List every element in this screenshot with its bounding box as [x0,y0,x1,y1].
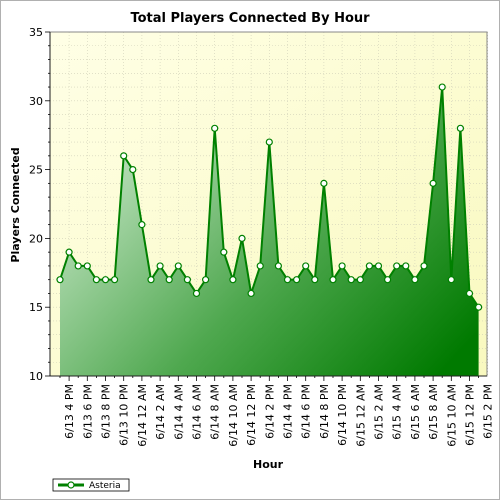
data-point [147,276,155,284]
data-point [192,289,201,298]
data-point [129,166,137,174]
legend-marker [67,481,75,489]
data-point [402,262,410,270]
data-point [247,289,255,298]
data-point [101,276,110,284]
x-tick-label: 6/15 12 AM [354,384,367,447]
data-point [465,289,474,298]
data-point [347,276,355,284]
x-tick-label: 6/14 10 AM [227,384,240,447]
data-point [65,248,73,256]
data-point [56,276,64,284]
data-point [393,262,401,270]
data-point [238,234,246,242]
x-tick-label: 6/13 10 PM [118,384,131,446]
x-axis-label: Hour [253,458,284,471]
data-point [265,138,273,146]
data-point [174,262,182,270]
data-point [165,276,173,284]
x-tick-label: 6/15 8 AM [427,384,440,440]
data-point [74,262,82,270]
legend: Asteria [52,478,130,492]
data-point [384,276,392,284]
y-tick-label: 20 [29,232,43,245]
data-point [274,262,282,270]
data-point [411,276,419,284]
x-tick-label: 6/15 2 AM [373,384,386,440]
x-tick-label: 6/14 2 PM [263,384,276,439]
x-tick-label: 6/14 2 AM [154,384,167,440]
data-point [83,262,91,270]
x-tick-label: 6/14 8 AM [209,384,222,440]
data-point [438,83,446,91]
y-tick-label: 30 [29,95,43,108]
data-point [293,276,301,284]
data-point [120,152,128,160]
x-tick-label: 6/14 8 PM [318,384,331,439]
data-point [92,276,101,284]
y-tick-label: 15 [29,301,43,314]
x-tick-label: 6/13 8 PM [100,384,113,439]
data-point [283,276,292,284]
data-point [374,262,383,270]
data-point [420,262,428,270]
data-point [110,276,119,284]
data-point [211,124,219,132]
x-tick-label: 6/14 10 PM [336,384,349,446]
data-point [447,276,455,284]
y-tick-label: 25 [29,164,43,177]
x-tick-label: 6/14 6 PM [300,384,313,439]
data-point [475,303,483,311]
data-point [320,179,328,187]
chart-title: Total Players Connected By Hour [130,11,370,26]
x-tick-label: 6/15 10 AM [445,384,458,447]
y-axis-label: Players Connected [9,147,22,262]
data-point [138,221,146,229]
x-tick-label: 6/14 4 PM [282,384,295,439]
y-tick-label: 10 [29,370,43,383]
x-tick-label: 6/15 2 PM [482,384,495,439]
series-points [56,83,483,311]
data-point [456,124,464,132]
x-tick-label: 6/15 4 AM [391,384,404,440]
data-point [183,276,191,284]
data-point [256,262,264,270]
x-tick-label: 6/14 4 AM [172,384,185,440]
y-axis: 10 15 20 25 30 35 [29,26,51,383]
x-tick-label: 6/13 6 PM [81,384,94,439]
legend-label-asteria: Asteria [89,481,121,491]
data-point [356,276,364,284]
x-tick-label: 6/13 4 PM [63,384,76,439]
y-tick-label: 35 [29,26,43,39]
data-point [429,179,437,187]
data-point [302,262,310,270]
series-area-fill [60,87,479,376]
x-tick-label: 6/15 12 PM [464,384,477,446]
data-point [156,262,164,270]
data-point [338,262,346,270]
x-tick-label: 6/14 12 AM [136,384,149,447]
x-tick-label: 6/14 6 AM [191,384,204,440]
x-tick-label: 6/15 6 AM [409,384,422,440]
data-point [365,262,373,270]
data-point [311,276,319,284]
data-point [202,276,210,284]
data-point [220,248,228,256]
x-tick-label: 6/14 12 PM [245,384,258,446]
x-axis: 6/13 4 PM 6/13 6 PM 6/13 8 PM 6/13 10 PM 6/1… [50,375,495,447]
data-point [229,276,237,284]
data-point [329,276,337,284]
